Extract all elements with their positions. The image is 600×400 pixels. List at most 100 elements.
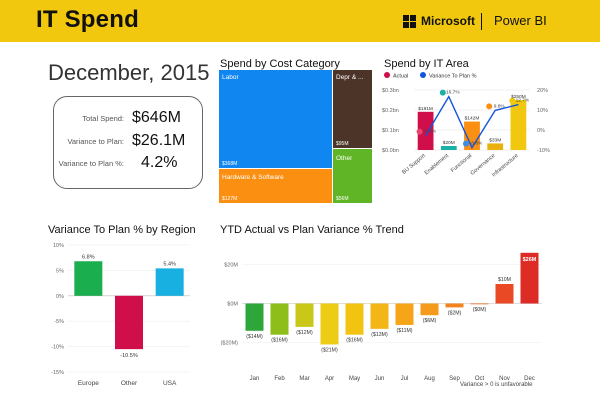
trend-bar [445,303,464,308]
area-left-tick: $0.0bn [382,148,399,154]
trend-bar [520,252,539,304]
area-pct-label: 9.8% [494,103,506,109]
trend-category-label: Sep [449,376,460,382]
trend-bar [245,303,264,331]
region-bar [115,295,143,350]
trend-value-label: ($6M) [423,318,437,324]
area-bar-label: $250M [511,94,526,100]
treemap-value-hardware-software: $127M [222,196,237,202]
trend-category-label: Mar [299,376,309,382]
trend-category-label: Apr [325,376,334,382]
trend-value-label: ($12M) [296,330,313,336]
region-value-label: 5.4% [163,261,176,267]
trend-value-label: $26M [523,257,537,263]
legend-variance: Variance To Plan % [429,74,477,80]
treemap-tile-depr[interactable] [333,70,372,148]
area-pct-label: -8.8% [470,141,483,147]
trend-value-label: ($16M) [346,338,363,344]
region-value-label: -10.5% [120,353,138,359]
area-right-tick: -10% [537,148,550,154]
trend-bar [270,303,289,335]
area-bar [487,143,504,150]
kpi-value-variance: $26.1M [132,132,186,149]
trend-value-label: ($2M) [448,310,462,316]
region-bar [155,268,184,296]
area-category-label: Enablement [424,153,451,177]
trend-category-label: Jan [250,376,260,382]
treemap-value-labor: $368M [222,161,237,167]
treemap-label-other: Other [336,155,353,162]
area-bar-label: $20M [443,140,455,146]
power-bi-label: Power BI [494,13,547,28]
kpi-label-total-spend: Total Spend: [82,114,124,123]
trend-value-label: ($21M) [321,347,338,353]
area-right-tick: 0% [537,128,545,134]
trend-category-label: Jul [401,376,409,382]
treemap-tile-hardware-software[interactable] [219,169,332,203]
variance-marker [509,97,516,104]
region-y-tick: 0% [56,294,64,300]
period-label: December, 2015 [48,60,210,85]
region-title: Variance To Plan % by Region [48,224,196,236]
area-pct-label: 16.7% [446,90,460,96]
trend-bar [345,303,364,335]
region-category-label: Other [121,380,138,387]
microsoft-label: Microsoft [421,14,475,28]
treemap-value-depr: $95M [336,141,349,147]
area-right-tick: 10% [537,108,548,114]
variance-line [424,95,519,150]
page-title: IT Spend [36,6,139,33]
region-chart[interactable]: 10% 5% 0% -5% -10% -15% 6.8% Europe -10.5% Other 5… [40,240,200,390]
trend-value-label: ($0M) [473,307,487,313]
trend-category-label: Nov [499,376,510,382]
trend-category-label: Dec [524,376,535,382]
region-category-label: Europe [78,380,99,387]
trend-value-label: ($14M) [246,334,263,340]
trend-value-label: $10M [498,277,511,283]
it-area-chart[interactable]: Actual Variance To Plan % $0.3bn $0.2bn $0… [380,70,580,210]
area-left-tick: $0.1bn [382,128,399,134]
area-left-tick: $0.3bn [382,88,399,94]
trend-y-tick: $0M [227,302,238,308]
trend-title: YTD Actual vs Plan Variance % Trend [220,224,404,236]
variance-marker [416,128,423,135]
region-bar [74,261,103,296]
treemap-value-other: $56M [336,196,349,202]
area-bar-label: $33M [489,137,501,143]
area-bar [417,111,434,150]
trend-bar [370,303,389,329]
treemap-chart[interactable]: Labor $368M Depr & ... $95M Hardware & S… [219,70,372,203]
trend-bar [395,303,414,325]
legend-actual: Actual [393,74,408,80]
trend-bar [470,303,489,305]
kpi-label-variance-pct: Variance to Plan %: [58,159,124,168]
region-y-tick: -10% [51,345,64,351]
region-value-label: 6.8% [82,254,95,260]
area-category-label: Functional [450,153,473,174]
treemap-tile-labor[interactable] [219,70,332,168]
treemap-label-hardware-software: Hardware & Software [222,174,284,181]
trend-y-tick: ($20M) [221,341,239,347]
region-y-tick: -5% [54,319,64,325]
variance-marker [463,140,469,147]
area-bar-label: $142M [465,116,480,122]
trend-category-label: Feb [274,376,285,382]
it-area-title: Spend by IT Area [384,58,469,70]
area-left-tick: $0.2bn [382,108,399,114]
trend-category-label: Jun [375,376,385,382]
trend-chart[interactable]: $20M $0M ($20M) ($14M) Jan ($16M) Feb ($12M) Mar… [212,240,552,385]
legend-swatch-variance [420,72,426,78]
trend-value-label: ($16M) [271,338,288,344]
trend-bar [420,303,439,316]
legend-swatch-actual [384,72,390,78]
kpi-card[interactable]: Total Spend: $646M Variance to Plan: $26… [53,96,203,189]
area-bar-label: $191M [418,106,433,112]
trend-value-label: ($13M) [371,332,388,338]
header-bar [0,0,600,42]
trend-bar [295,303,314,327]
region-y-tick: -15% [51,370,64,376]
kpi-value-total-spend: $646M [132,109,181,126]
trend-footnote: Variance > 0 is unfavorable [460,382,533,388]
treemap-tile-other[interactable] [333,149,372,203]
kpi-value-variance-pct: 4.2% [141,154,178,171]
